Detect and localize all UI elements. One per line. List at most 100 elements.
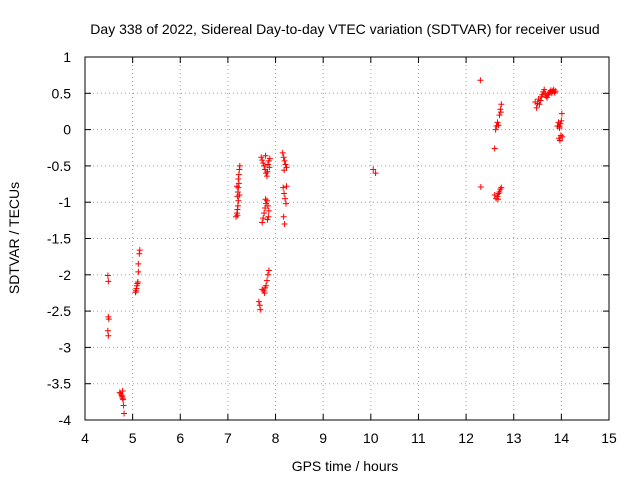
data-point xyxy=(495,122,502,129)
data-point xyxy=(541,86,548,93)
data-point xyxy=(557,120,564,127)
y-tick-label: -3.5 xyxy=(47,376,71,392)
data-point xyxy=(236,162,243,169)
x-tick-label: 5 xyxy=(129,430,137,446)
grid-lines xyxy=(85,57,609,420)
axis-ticks: 4 5 6 7 8 9 10 11 12 13 14 15 1 0.5 0 -0.5 -1 -1.5 -2 -2.5 -… xyxy=(47,49,617,446)
data-point xyxy=(559,133,566,140)
data-point xyxy=(491,191,498,198)
data-point xyxy=(263,277,270,284)
y-tick-label: -2.5 xyxy=(47,303,71,319)
data-point xyxy=(498,101,505,108)
y-tick-label: -2 xyxy=(59,267,72,283)
data-point xyxy=(280,184,287,191)
y-axis-label: SDTVAR / TECUs xyxy=(6,182,22,294)
chart-title: Day 338 of 2022, Sidereal Day-to-day VTE… xyxy=(90,21,599,37)
y-tick-label: -1 xyxy=(59,194,72,210)
x-tick-label: 14 xyxy=(554,430,570,446)
data-point xyxy=(558,117,565,124)
y-tick-label: 1 xyxy=(63,49,71,65)
data-point xyxy=(477,183,484,190)
data-point xyxy=(551,89,558,96)
data-point xyxy=(259,286,266,293)
data-point xyxy=(282,195,289,202)
data-point xyxy=(264,202,271,209)
data-point xyxy=(120,396,127,403)
data-point xyxy=(260,215,267,222)
data-point xyxy=(259,157,266,164)
data-point xyxy=(281,167,288,174)
data-point xyxy=(497,109,504,116)
data-point xyxy=(283,200,290,207)
data-point xyxy=(539,91,546,98)
data-point xyxy=(262,152,269,159)
data-point xyxy=(556,123,563,130)
data-point xyxy=(495,196,502,203)
x-tick-label: 15 xyxy=(601,430,617,446)
data-point xyxy=(264,161,271,168)
y-tick-label: 0 xyxy=(63,122,71,138)
data-point xyxy=(119,387,126,394)
data-point xyxy=(105,278,112,285)
data-point xyxy=(492,126,499,133)
data-point xyxy=(266,164,273,171)
y-tick-label: -1.5 xyxy=(47,231,71,247)
data-point xyxy=(263,282,270,289)
data-point xyxy=(282,161,289,168)
data-point xyxy=(477,77,484,84)
data-point xyxy=(280,154,287,161)
data-point xyxy=(259,219,266,226)
data-point xyxy=(279,149,286,156)
data-point xyxy=(491,145,498,152)
data-point xyxy=(105,332,112,339)
x-tick-label: 8 xyxy=(272,430,280,446)
data-point xyxy=(263,197,270,204)
data-point xyxy=(233,213,240,220)
data-point xyxy=(281,190,288,197)
x-tick-label: 10 xyxy=(363,430,379,446)
data-point xyxy=(558,110,565,117)
data-point xyxy=(105,316,112,323)
data-point xyxy=(544,94,551,101)
data-point xyxy=(233,183,240,190)
data-point xyxy=(261,289,268,296)
data-point xyxy=(262,196,269,203)
data-point xyxy=(260,159,267,166)
x-axis-label: GPS time / hours xyxy=(292,458,399,474)
y-tick-label: 0.5 xyxy=(52,85,72,101)
data-point xyxy=(132,287,139,294)
data-point xyxy=(283,183,290,190)
data-point xyxy=(263,170,270,177)
data-point xyxy=(372,170,379,177)
data-point xyxy=(120,402,127,409)
data-point xyxy=(255,298,262,305)
data-point xyxy=(495,190,502,197)
data-point xyxy=(557,132,564,139)
x-tick-label: 11 xyxy=(411,430,426,446)
x-tick-label: 7 xyxy=(224,430,232,446)
data-point xyxy=(104,272,111,279)
data-point xyxy=(264,271,271,278)
data-point xyxy=(135,260,142,267)
data-point xyxy=(134,279,141,286)
data-point xyxy=(536,101,543,108)
data-point xyxy=(280,213,287,220)
data-point xyxy=(104,327,111,334)
data-point xyxy=(494,119,501,126)
x-tick-label: 6 xyxy=(176,430,184,446)
data-point xyxy=(234,202,241,209)
data-point xyxy=(264,168,271,175)
data-point xyxy=(537,97,544,104)
x-tick-label: 4 xyxy=(81,430,89,446)
data-point xyxy=(556,137,563,144)
data-point xyxy=(281,220,288,227)
data-point xyxy=(136,247,143,254)
data-point xyxy=(258,154,265,161)
data-point xyxy=(552,88,559,95)
data-point xyxy=(261,162,268,169)
data-point xyxy=(281,157,288,164)
data-point xyxy=(498,184,505,191)
data-point xyxy=(235,171,242,178)
data-point xyxy=(533,104,540,111)
